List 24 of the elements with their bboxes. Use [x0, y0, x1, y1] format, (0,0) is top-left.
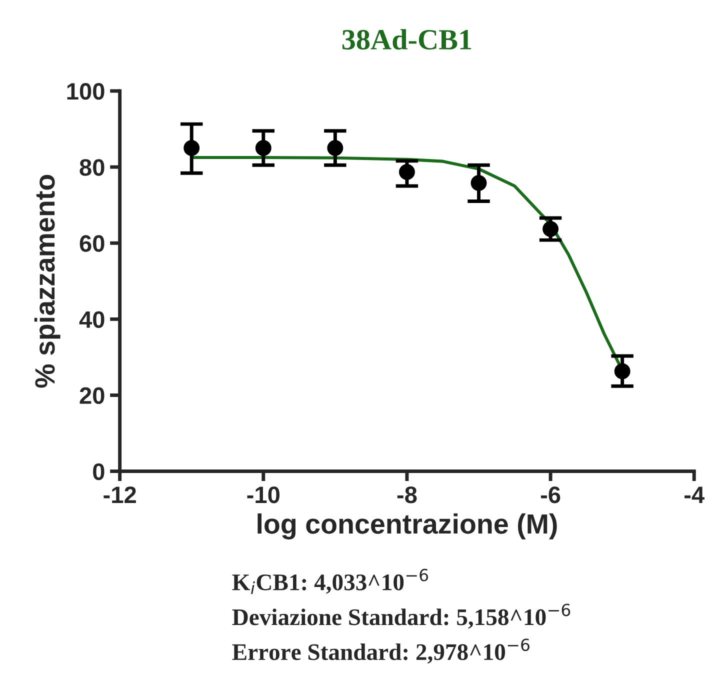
x-tick-label: -8: [397, 486, 417, 504]
text: Errore Standard: 2,978^10$^{−6}$: [232, 638, 530, 664]
point: [184, 140, 200, 156]
text: K$_{i}$CB1: 4,033^10$^{−6}$: [232, 568, 428, 594]
point: [614, 363, 630, 380]
point: [542, 221, 559, 237]
point: [398, 164, 415, 180]
point: [327, 140, 344, 156]
y-tick-label: 0: [93, 463, 104, 480]
x-tick-label: -10: [247, 486, 280, 504]
point: [255, 140, 272, 156]
y-tick-label: 40: [79, 311, 104, 328]
x-tick-label: -4: [684, 486, 704, 503]
x-tick-label: -6: [540, 486, 560, 504]
y-tick-label: 60: [80, 235, 104, 252]
x-tick-label: -12: [104, 486, 136, 503]
y-tick-label: 80: [80, 159, 104, 176]
x-axis-title: log concentrazione (M): [258, 513, 557, 540]
chart-title: 38Ad-CB1: [342, 29, 472, 50]
point: [470, 175, 487, 191]
y-axis-title: % spiazzamento: [34, 174, 60, 388]
text: Deviazione Standard: 5,158^10$^{−6}$: [232, 604, 570, 629]
y-tick-label: 100: [67, 83, 104, 100]
y-tick-label: 20: [80, 387, 104, 404]
